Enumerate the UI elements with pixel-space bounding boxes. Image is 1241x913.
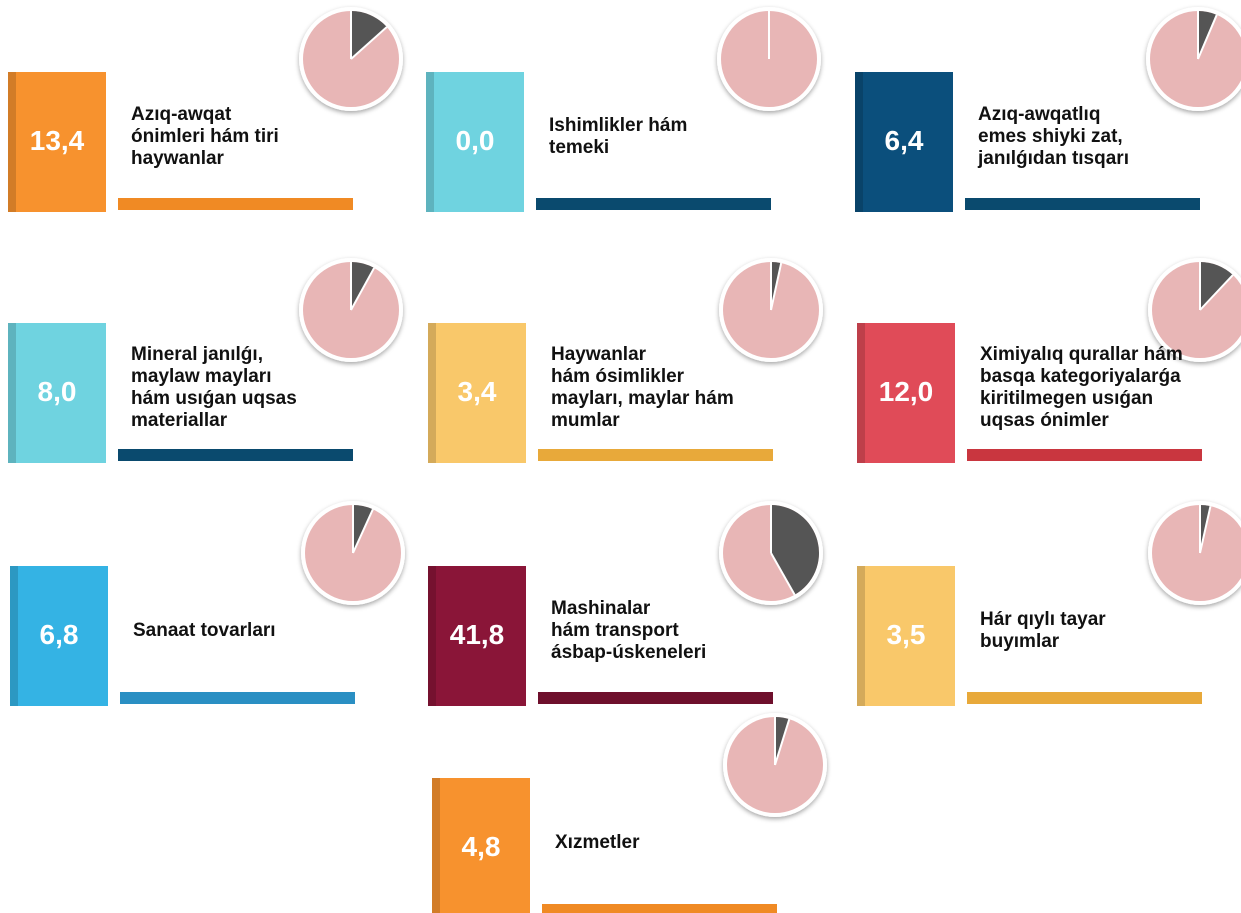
value-label: 41,8: [449, 619, 505, 650]
value-box: [428, 323, 526, 463]
underline-bar: [542, 904, 777, 913]
value-box-edge: [857, 566, 865, 706]
pie-divider: [1199, 505, 1212, 554]
underline-bar: [967, 692, 1202, 704]
value-box: [10, 566, 108, 706]
value-box-edge: [10, 566, 18, 706]
category-label: Azıq-awqat ónimleri hám tiri haywanlar: [131, 104, 279, 169]
value-box-edge: [8, 72, 16, 212]
pie-rest: [1152, 505, 1241, 601]
value-box: [8, 72, 106, 212]
pie-slice: [351, 11, 387, 59]
category-label: Haywanlar hám ósimlikler mayları, maylar…: [551, 344, 734, 431]
value-label: 6,4: [884, 125, 924, 156]
value-box-edge: [855, 72, 863, 212]
value-label: 12,0: [878, 376, 934, 407]
value-box-edge: [432, 778, 440, 913]
value-box-edge: [8, 323, 16, 463]
category-label: Mashinalar hám transport ásbap-úskeneler…: [551, 598, 707, 663]
pie-divider: [770, 262, 783, 311]
value-box: [432, 778, 530, 913]
category-label: Hár qıylı tayar buyımlar: [980, 609, 1106, 652]
underline-bar: [538, 449, 773, 461]
underline-bar: [118, 449, 353, 461]
underline-bar: [536, 198, 771, 210]
underline-bar: [120, 692, 355, 704]
category-label: Mineral janılǵı, maylaw mayları hám usıǵ…: [131, 344, 297, 431]
pie-slice: [1200, 262, 1233, 310]
value-label: 0,0: [455, 125, 495, 156]
pie-divider: [350, 26, 388, 60]
pie-divider: [350, 267, 376, 311]
value-box-edge: [428, 323, 436, 463]
value-box-edge: [428, 566, 436, 706]
value-box: [426, 72, 524, 212]
value-label: 3,4: [457, 376, 497, 407]
value-box: [857, 566, 955, 706]
value-label: 6,8: [39, 619, 79, 650]
pie-divider: [1199, 274, 1234, 311]
value-box: [855, 72, 953, 212]
value-box: [8, 323, 106, 463]
underline-bar: [965, 198, 1200, 210]
underline-bar: [967, 449, 1202, 461]
pie-divider: [352, 508, 374, 554]
value-box: [857, 323, 955, 463]
category-label: Sanaat tovarları: [133, 620, 276, 641]
pie-rest: [1150, 11, 1241, 107]
category-label: Azıq-awqatlıq emes shiyki zat, janılǵıda…: [978, 104, 1129, 169]
value-box: [428, 566, 526, 706]
pie-divider: [1197, 14, 1218, 60]
category-label: Ximiyalıq qurallar hám basqa kategoriyal…: [980, 344, 1183, 431]
underline-bar: [118, 198, 353, 210]
category-label: Xızmetler: [555, 832, 640, 853]
pie-divider: [770, 552, 796, 596]
pie-divider: [774, 718, 791, 766]
underline-bar: [538, 692, 773, 704]
value-box-edge: [426, 72, 434, 212]
category-label: Ishimlikler hám temeki: [549, 115, 688, 158]
value-label: 13,4: [29, 125, 85, 156]
value-label: 3,5: [886, 619, 926, 650]
value-label: 8,0: [37, 376, 77, 407]
value-label: 4,8: [461, 831, 501, 862]
value-box-edge: [857, 323, 865, 463]
